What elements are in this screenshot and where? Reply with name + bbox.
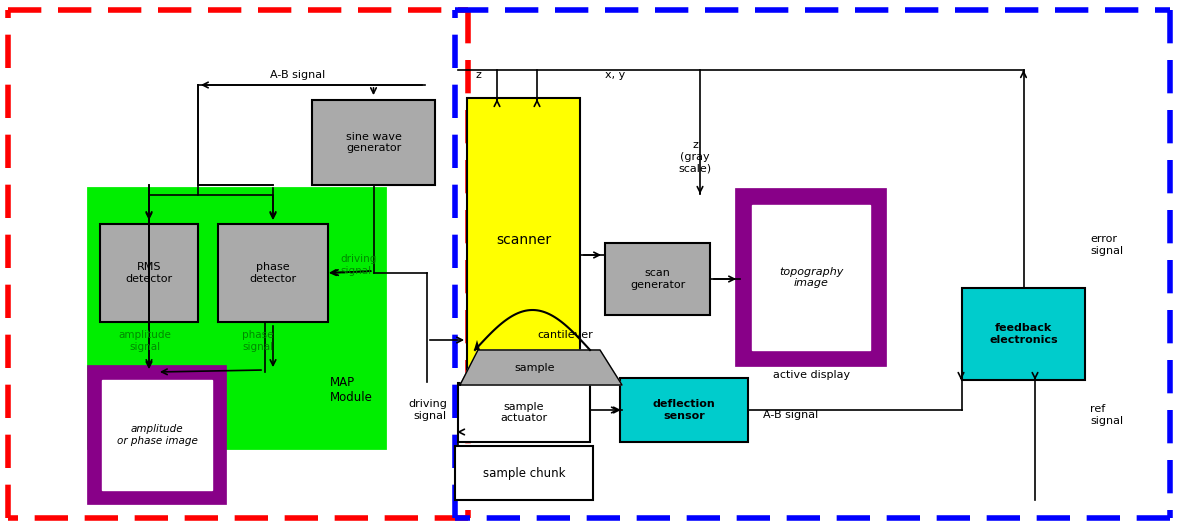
FancyBboxPatch shape (605, 243, 710, 315)
Text: scan
generator: scan generator (630, 268, 686, 290)
Text: amplitude
signal: amplitude signal (119, 330, 172, 352)
FancyBboxPatch shape (962, 288, 1085, 380)
FancyBboxPatch shape (740, 193, 882, 362)
Text: amplitude
or phase image: amplitude or phase image (117, 424, 198, 446)
FancyBboxPatch shape (752, 205, 871, 350)
FancyBboxPatch shape (312, 100, 435, 185)
FancyBboxPatch shape (102, 380, 212, 490)
Text: x, y: x, y (605, 70, 626, 80)
FancyBboxPatch shape (218, 224, 327, 322)
Text: topography
image: topography image (779, 267, 843, 288)
Text: feedback
electronics: feedback electronics (990, 323, 1058, 345)
Text: sample
actuator: sample actuator (501, 402, 548, 423)
Text: active display: active display (774, 370, 851, 380)
FancyBboxPatch shape (455, 446, 593, 500)
Text: MAP
Module: MAP Module (330, 376, 373, 404)
FancyBboxPatch shape (466, 98, 580, 382)
Polygon shape (459, 350, 622, 385)
FancyBboxPatch shape (620, 378, 748, 442)
FancyBboxPatch shape (92, 370, 221, 500)
Text: ref
signal: ref signal (1090, 404, 1123, 426)
Text: scanner: scanner (496, 233, 551, 247)
Polygon shape (474, 340, 479, 350)
FancyBboxPatch shape (458, 383, 590, 442)
FancyBboxPatch shape (88, 188, 385, 448)
Text: sine wave
generator: sine wave generator (345, 131, 402, 153)
Text: A-B signal: A-B signal (270, 70, 325, 80)
Text: phase
signal: phase signal (243, 330, 273, 352)
Text: sample chunk: sample chunk (483, 467, 565, 479)
Text: driving
signal: driving signal (408, 399, 446, 421)
Text: RMS
detector: RMS detector (125, 262, 172, 284)
Text: phase
detector: phase detector (250, 262, 297, 284)
FancyBboxPatch shape (100, 224, 198, 322)
Text: A-B signal: A-B signal (763, 410, 819, 420)
Text: z: z (475, 70, 481, 80)
Text: cantilever: cantilever (537, 330, 593, 340)
Text: error
signal: error signal (1090, 234, 1123, 256)
Text: sample: sample (515, 363, 555, 373)
Text: deflection
sensor: deflection sensor (653, 399, 715, 421)
Text: driving
signal: driving signal (340, 254, 377, 276)
Text: z
(gray
scale): z (gray scale) (679, 140, 712, 173)
